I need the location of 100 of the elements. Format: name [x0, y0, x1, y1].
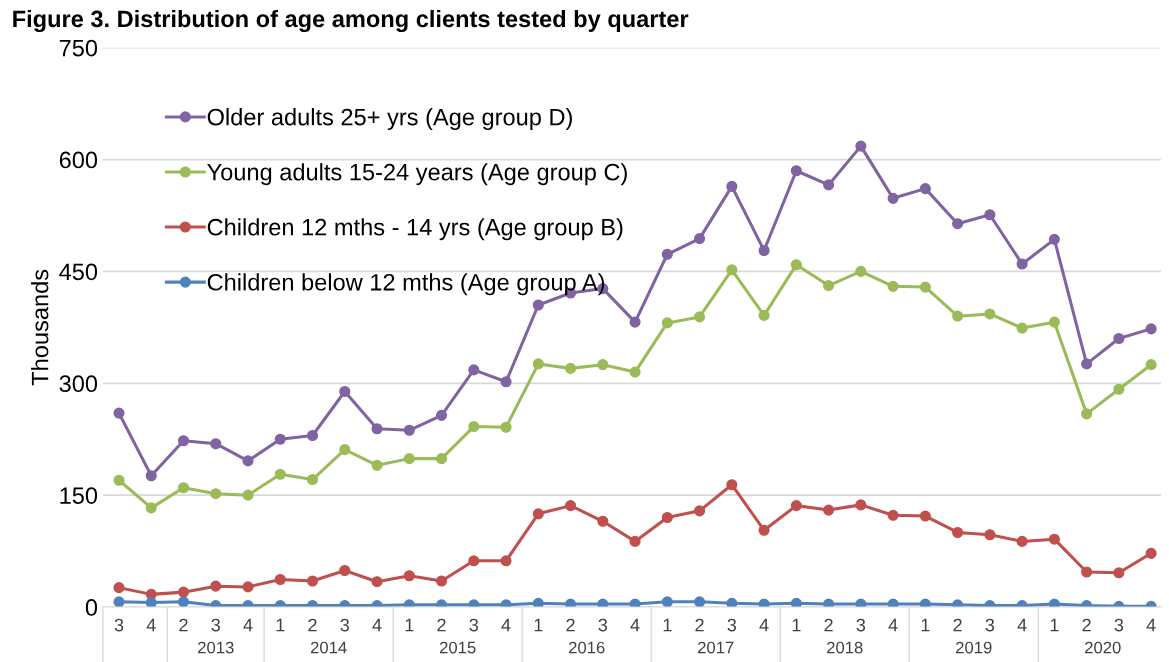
point [1048, 598, 1060, 608]
point [597, 359, 609, 371]
point [1145, 359, 1157, 371]
point [726, 479, 738, 491]
point [403, 599, 415, 608]
x-tick-label: 2 [695, 618, 704, 632]
point [532, 597, 544, 608]
point [1048, 533, 1060, 545]
point [339, 385, 351, 398]
x-tick-label: 2 [953, 618, 962, 632]
point [468, 421, 480, 433]
x-tick-label: 2 [437, 618, 446, 632]
text: 2013 [198, 641, 234, 654]
point [855, 140, 867, 152]
x-tick-label: 2 [824, 618, 833, 632]
point [661, 248, 673, 260]
point [306, 429, 319, 442]
point [790, 259, 802, 271]
point [597, 515, 609, 527]
x-tick-label: 4 [759, 618, 769, 632]
point [1081, 358, 1093, 370]
point [1113, 383, 1125, 395]
x-tick-label: 1 [1050, 618, 1059, 632]
point [887, 192, 899, 204]
point [532, 358, 544, 370]
point [855, 499, 867, 511]
point [274, 468, 286, 480]
point [113, 474, 125, 486]
x-tick-label: 2 [179, 618, 188, 632]
point [597, 598, 609, 608]
point [887, 509, 899, 521]
x-tick-label: 4 [372, 618, 382, 632]
point [565, 362, 577, 374]
point [823, 179, 835, 191]
point [210, 488, 222, 500]
point [1016, 535, 1028, 547]
point [629, 535, 641, 547]
text: 2019 [956, 641, 992, 654]
y-tick-label: 0 [85, 599, 98, 616]
point [177, 596, 190, 608]
point [984, 209, 996, 221]
x-tick-label: 4 [630, 618, 640, 632]
point [1113, 567, 1125, 579]
point [790, 500, 802, 512]
point [629, 366, 641, 378]
x-tick-label: 3 [727, 618, 737, 632]
point [661, 596, 673, 608]
point [113, 596, 125, 608]
chart-title: Figure 3. Distribution of age among clients tested by quarter [13, 9, 689, 33]
x-tick-label: 2 [566, 618, 575, 632]
point [371, 423, 383, 435]
y-tick-label: 450 [59, 263, 98, 281]
point [1113, 332, 1125, 345]
x-tick-label: 4 [888, 618, 898, 632]
point [919, 281, 931, 293]
point [145, 597, 157, 608]
x-tick-label: 3 [211, 618, 220, 632]
point [1048, 233, 1060, 245]
x-tick-label: 1 [921, 618, 930, 632]
text: 2014 [310, 641, 347, 654]
point [468, 364, 480, 376]
y-tick-label: 750 [59, 39, 98, 57]
x-tick-label: 3 [1114, 618, 1124, 632]
point [887, 280, 899, 292]
point [694, 311, 706, 323]
x-tick-label: 1 [792, 618, 801, 632]
point [1016, 322, 1028, 334]
point [500, 421, 512, 433]
x-tick-label: 4 [1017, 618, 1027, 632]
point [306, 575, 319, 587]
point [984, 529, 996, 541]
point [694, 233, 706, 245]
point [952, 526, 964, 539]
point [371, 576, 383, 588]
x-tick-label: 3 [598, 618, 608, 632]
point [694, 596, 706, 608]
point [726, 597, 738, 608]
point [1016, 258, 1028, 270]
point [629, 316, 641, 328]
point [435, 409, 448, 421]
point [952, 599, 964, 608]
point [532, 508, 544, 520]
legend-label: Young adults 15-24 years (Age group C) [207, 163, 627, 186]
x-tick-label: 1 [405, 618, 414, 632]
x-tick-label: 1 [276, 618, 285, 632]
point [758, 309, 770, 321]
y-tick-label: 150 [60, 487, 98, 504]
point [1145, 323, 1157, 335]
point [758, 598, 770, 608]
point [919, 183, 931, 195]
legend-label: Older adults 25+ yrs (Age group D) [207, 108, 572, 131]
point [919, 510, 931, 522]
point [1081, 566, 1093, 578]
y-tick-label: 300 [59, 375, 98, 393]
point [1048, 316, 1060, 328]
point [919, 598, 931, 608]
x-tick-label: 1 [534, 618, 543, 632]
point [952, 218, 964, 230]
point [629, 598, 641, 608]
point [468, 599, 480, 608]
